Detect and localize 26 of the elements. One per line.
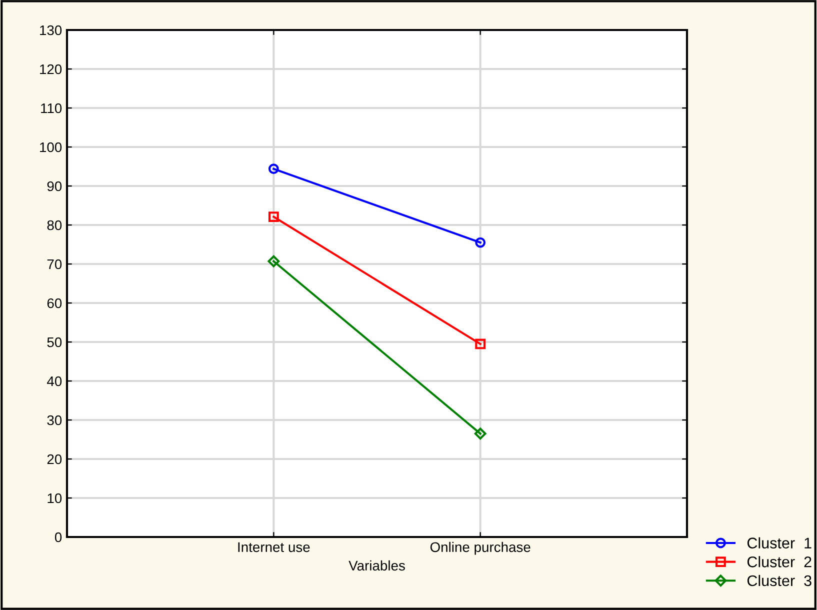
point xyxy=(475,237,486,248)
legend-label: Cluster 1 xyxy=(747,537,812,548)
y-tick-label: 100 xyxy=(40,142,62,152)
point xyxy=(268,255,280,268)
point xyxy=(268,164,279,174)
y-tick-label: 120 xyxy=(40,64,62,74)
y-tick-label: 130 xyxy=(40,25,62,36)
x-tick-label: Online purchase xyxy=(430,542,530,555)
y-tick-label: 50 xyxy=(47,337,62,348)
y-tick-label: 110 xyxy=(41,103,62,114)
y-tick-label: 10 xyxy=(48,493,62,504)
y-tick-label: 20 xyxy=(47,454,62,464)
point xyxy=(474,428,486,440)
y-tick-label: 70 xyxy=(47,259,62,270)
y-tick-label: 0 xyxy=(54,532,62,542)
y-tick-label: 40 xyxy=(47,376,62,386)
point xyxy=(268,212,279,222)
y-tick-label: 30 xyxy=(47,415,62,426)
y-tick-label: 80 xyxy=(47,220,62,230)
legend-label: Cluster 3 xyxy=(747,574,812,586)
x-axis-title: Variables xyxy=(348,560,405,571)
x-tick-label: Internet use xyxy=(238,542,310,552)
point xyxy=(475,338,486,350)
legend-label: Cluster 2 xyxy=(747,556,812,568)
y-tick-label: 90 xyxy=(47,181,62,192)
y-tick-label: 60 xyxy=(47,298,62,308)
